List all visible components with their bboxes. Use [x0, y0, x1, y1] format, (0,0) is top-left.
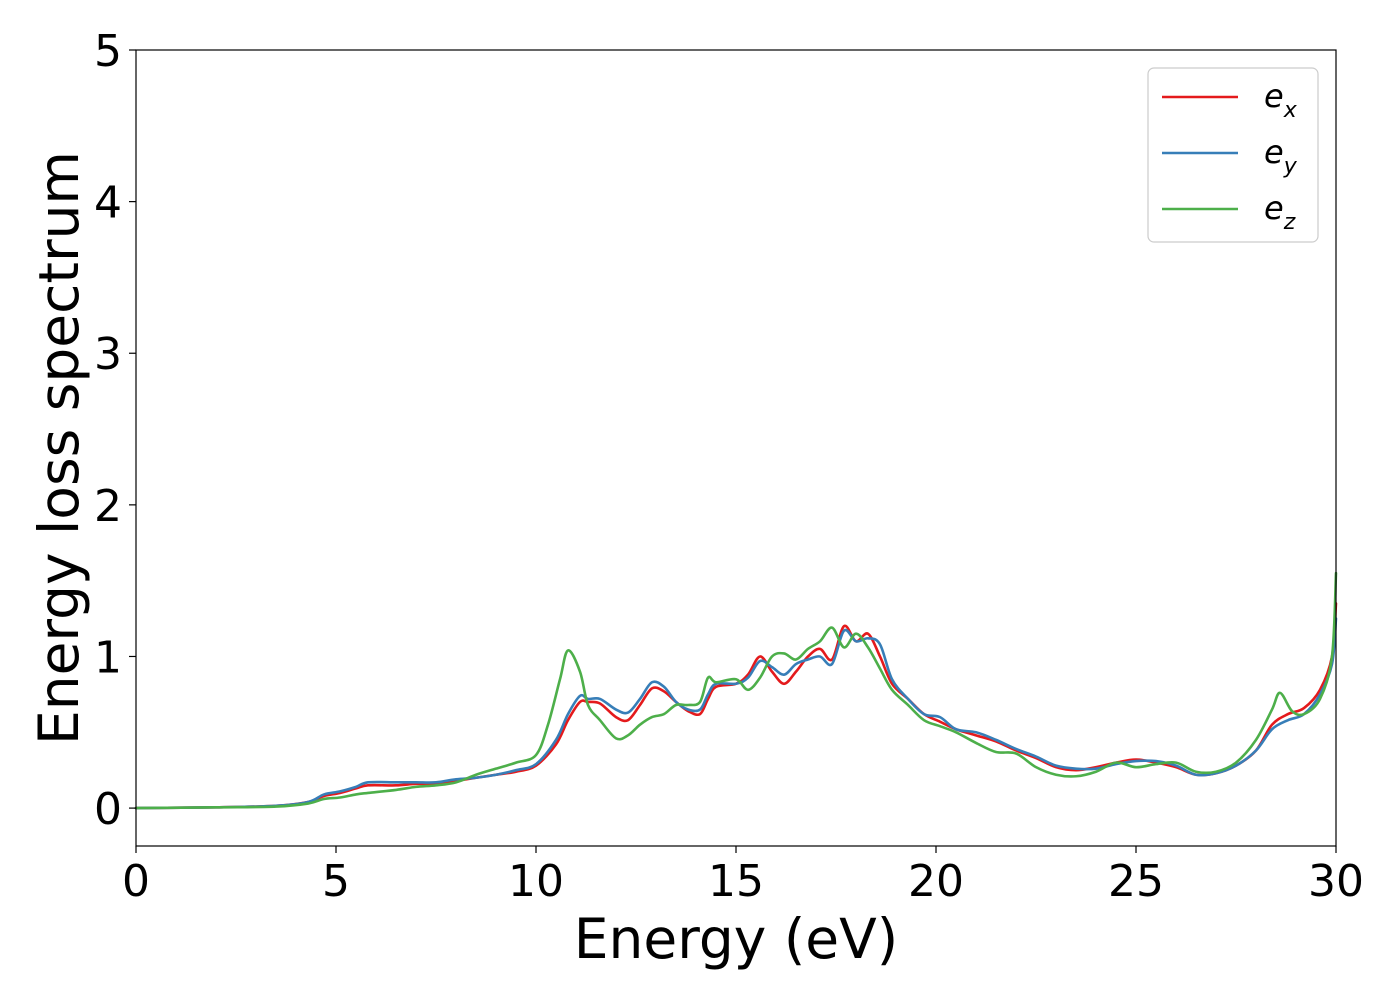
y-tick-label: 2: [94, 481, 122, 532]
series-line-z: [134, 571, 1338, 810]
x-tick-label: 15: [708, 856, 764, 907]
legend-label-subscript: x: [1283, 98, 1298, 123]
y-tick-label: 5: [94, 26, 122, 77]
x-axis-label: Energy (eV): [574, 907, 898, 971]
legend-label-base: e: [1264, 133, 1284, 171]
x-tick-label: 20: [908, 856, 964, 907]
plot-background: [136, 50, 1336, 846]
y-tick-label: 4: [94, 178, 122, 229]
series-layer: [134, 571, 1338, 810]
y-tick-label: 0: [94, 784, 122, 835]
legend-label-y: ey: [1264, 133, 1298, 179]
y-axis-ticks: 0 1 2 3 4 5: [94, 26, 136, 835]
x-tick-label: 5: [322, 856, 350, 907]
x-tick-label: 10: [508, 856, 564, 907]
legend-label-base: e: [1264, 77, 1284, 115]
legend-box: [1147, 67, 1319, 243]
x-axis-ticks: 0 5 10 15 20 25 30: [122, 846, 1364, 907]
y-tick-label: 3: [94, 329, 122, 380]
legend-label-subscript: y: [1283, 154, 1298, 179]
legend-label-x: ex: [1264, 77, 1298, 123]
x-tick-label: 0: [122, 856, 150, 907]
legend-label-z: ez: [1264, 189, 1296, 235]
y-tick-label: 1: [94, 632, 122, 683]
y-axis-label: Energy loss spectrum: [27, 151, 91, 745]
legend-label-base: e: [1264, 189, 1284, 227]
x-tick-label: 25: [1108, 856, 1164, 907]
legend-label-subscript: z: [1283, 210, 1296, 235]
x-tick-label: 30: [1308, 856, 1364, 907]
